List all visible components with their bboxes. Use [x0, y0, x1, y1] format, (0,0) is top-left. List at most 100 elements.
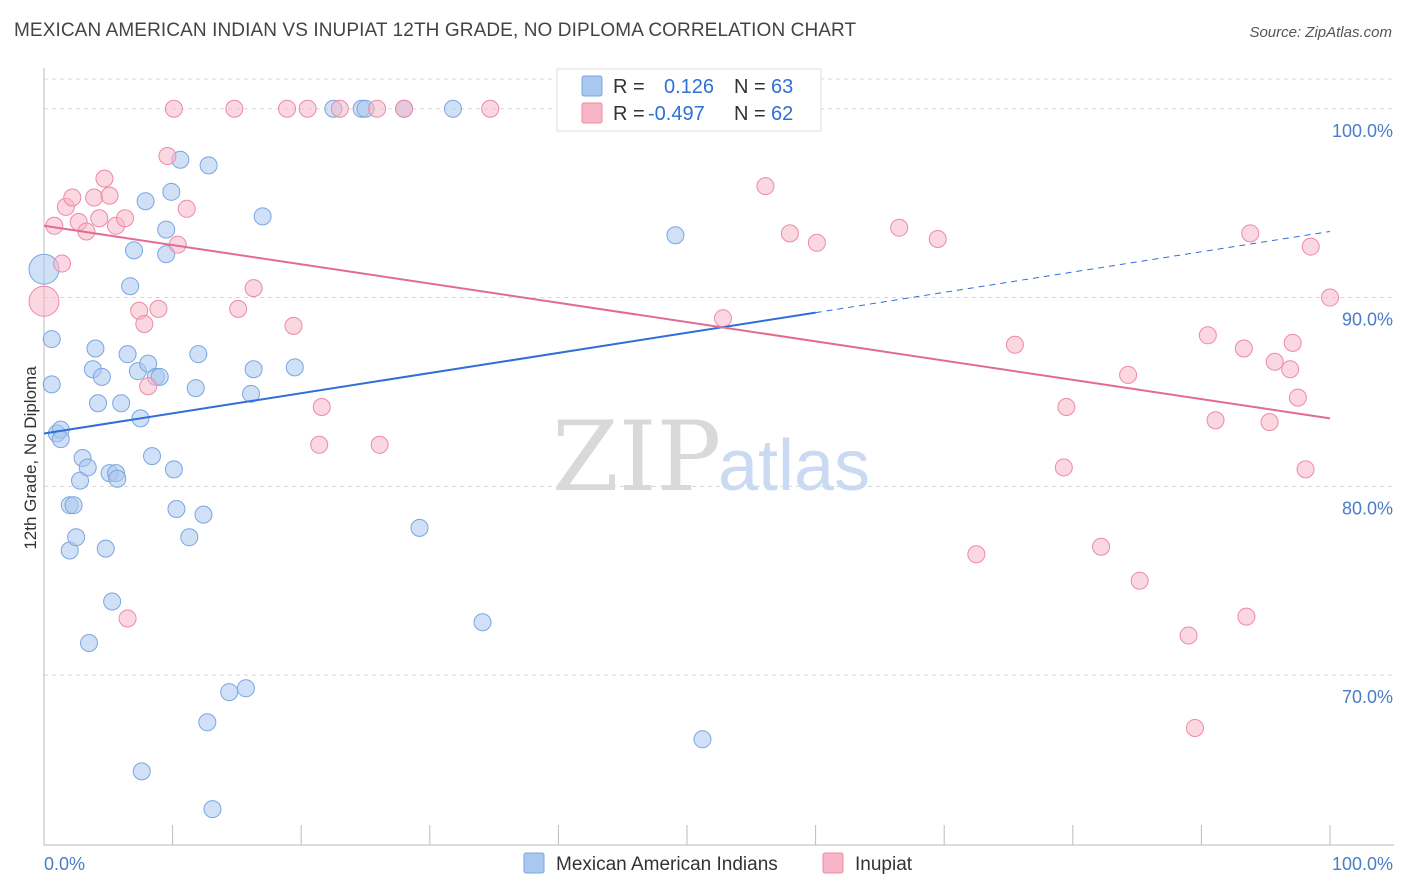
legend-swatch-inupiat	[581, 102, 603, 124]
data-point	[225, 99, 244, 118]
data-point	[1054, 458, 1073, 477]
data-point	[177, 199, 196, 218]
data-point	[92, 367, 111, 386]
data-point	[1185, 718, 1204, 737]
data-point	[199, 156, 218, 175]
data-point	[298, 99, 317, 118]
data-point	[473, 613, 492, 632]
watermark-atlas: atlas	[718, 426, 870, 506]
data-point	[157, 220, 176, 239]
data-point	[112, 394, 131, 413]
data-point	[229, 299, 248, 318]
data-point	[90, 209, 109, 228]
data-point	[103, 592, 122, 611]
data-point	[890, 218, 909, 237]
legend-n-label-1: N =	[734, 76, 766, 98]
data-point	[96, 539, 115, 558]
data-point	[108, 469, 127, 488]
trend-line-extension-0	[815, 230, 1331, 314]
data-point	[330, 99, 349, 118]
data-point	[100, 186, 119, 205]
trend-line-1	[43, 224, 1331, 420]
data-point	[244, 360, 263, 379]
data-point	[180, 528, 199, 547]
legend-r-value-1: 0.126	[664, 76, 714, 98]
data-point	[135, 314, 154, 333]
data-point	[136, 192, 155, 211]
x-tick-label-start: 0.0%	[44, 854, 85, 874]
data-point	[1005, 335, 1024, 354]
data-point	[1119, 365, 1138, 384]
data-point	[1234, 339, 1253, 358]
data-point	[158, 146, 177, 165]
source-label: Source: ZipAtlas.com	[1249, 24, 1392, 41]
series-legend: Mexican American Indians Inupiat	[523, 852, 913, 875]
trend-lines	[43, 224, 1331, 435]
data-point	[86, 339, 105, 358]
chart-title: MEXICAN AMERICAN INDIAN VS INUPIAT 12TH …	[14, 20, 857, 41]
data-point	[167, 499, 186, 518]
data-point	[194, 505, 213, 524]
data-point	[310, 435, 329, 454]
data-point	[1260, 413, 1279, 432]
data-point	[80, 634, 99, 653]
data-point	[116, 209, 135, 228]
axes	[43, 68, 1394, 846]
data-point	[139, 354, 158, 373]
data-point	[164, 460, 183, 479]
legend-n-value-1: 63	[771, 76, 793, 98]
legend-r-label-2: R =	[613, 103, 645, 125]
legend-r-label-1: R =	[613, 76, 645, 98]
data-point	[64, 496, 83, 515]
data-points	[28, 99, 1339, 819]
data-point	[198, 713, 217, 732]
data-point	[164, 99, 183, 118]
data-point	[410, 518, 429, 537]
series-legend-label-mexican: Mexican American Indians	[556, 854, 778, 875]
data-point	[967, 545, 986, 564]
legend-swatch-mexican	[581, 75, 603, 97]
data-point	[189, 345, 208, 364]
data-point	[1198, 326, 1217, 345]
y-tick-label: 70.0%	[1342, 687, 1393, 707]
data-point	[1288, 388, 1307, 407]
y-tick-label: 80.0%	[1342, 498, 1393, 518]
data-point	[1092, 537, 1111, 556]
data-point	[149, 299, 168, 318]
data-point	[807, 233, 826, 252]
stats-legend: R = 0.126 N = 63 R = -0.497 N = 62	[556, 68, 822, 132]
legend-r-value-2: -0.497	[648, 103, 705, 125]
series-points-0	[28, 99, 712, 819]
y-tick-label: 100.0%	[1332, 121, 1393, 141]
data-point	[1057, 398, 1076, 417]
data-point	[78, 458, 97, 477]
data-point	[1321, 288, 1339, 307]
data-point	[1281, 360, 1300, 379]
data-point	[42, 375, 61, 394]
data-point	[1301, 237, 1320, 256]
data-point	[71, 471, 90, 490]
data-point	[278, 99, 297, 118]
data-point	[63, 188, 82, 207]
data-point	[666, 226, 685, 245]
data-point	[118, 609, 137, 628]
series-legend-swatch-inupiat	[822, 852, 844, 874]
data-point	[481, 99, 500, 118]
data-point	[67, 528, 86, 547]
data-point	[242, 384, 261, 403]
data-point	[714, 309, 733, 328]
data-point	[118, 345, 137, 364]
data-point	[51, 430, 70, 449]
data-point	[220, 683, 239, 702]
y-axis-title: 12th Grade, No Diploma	[21, 366, 40, 550]
series-legend-label-inupiat: Inupiat	[855, 854, 913, 875]
data-point	[780, 224, 799, 243]
y-tick-labels: 100.0% 90.0% 80.0% 70.0%	[1332, 121, 1393, 707]
x-tick-label-end: 100.0%	[1332, 854, 1393, 874]
y-tick-label: 90.0%	[1342, 310, 1393, 330]
legend-n-value-2: 62	[771, 103, 793, 125]
data-point	[186, 379, 205, 398]
data-point	[244, 279, 263, 298]
data-point	[89, 394, 108, 413]
